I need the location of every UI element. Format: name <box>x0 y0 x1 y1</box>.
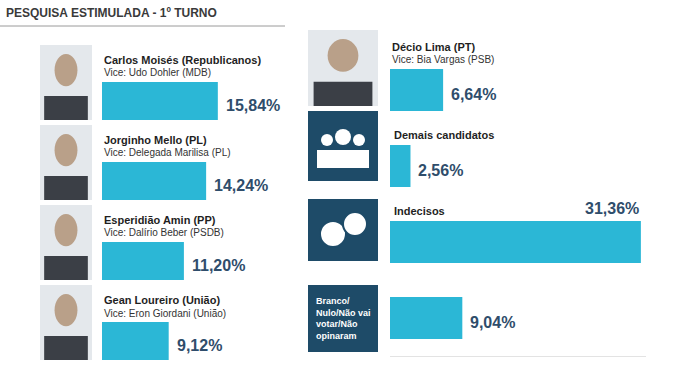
svg-text:Branco/Nulo/Não vaivotar/Nãoop: Branco/Nulo/Não vaivotar/Nãoopinaram <box>316 296 371 341</box>
svg-text:Indecisos: Indecisos <box>394 205 445 217</box>
svg-text:Gean Loureiro (União): Gean Loureiro (União) <box>104 294 220 306</box>
svg-text:14,24%: 14,24% <box>214 177 268 194</box>
svg-text:9,04%: 9,04% <box>470 314 515 331</box>
svg-text:2,56%: 2,56% <box>418 162 463 179</box>
svg-text:31,36%: 31,36% <box>585 200 639 217</box>
svg-text:Décio Lima (PT): Décio Lima (PT) <box>392 41 475 53</box>
svg-text:6,64%: 6,64% <box>451 86 496 103</box>
svg-text:9,12%: 9,12% <box>177 337 222 354</box>
svg-text:Vice: Dalírio Beber (PSDB): Vice: Dalírio Beber (PSDB) <box>104 227 224 238</box>
svg-text:Vice: Eron Giordani (União): Vice: Eron Giordani (União) <box>104 308 226 319</box>
svg-text:11,20%: 11,20% <box>192 257 245 274</box>
svg-text:Esperidião Amin (PP): Esperidião Amin (PP) <box>104 214 216 226</box>
svg-text:15,84%: 15,84% <box>226 97 280 114</box>
svg-text:Vice: Bia Vargas (PSB): Vice: Bia Vargas (PSB) <box>392 54 494 65</box>
svg-text:Demais candidatos: Demais candidatos <box>394 129 494 141</box>
svg-text:Vice: Udo Dohler (MDB): Vice: Udo Dohler (MDB) <box>104 67 211 78</box>
svg-text:Jorginho Mello (PL): Jorginho Mello (PL) <box>104 134 207 146</box>
svg-text:PESQUISA ESTIMULADA - 1º TURNO: PESQUISA ESTIMULADA - 1º TURNO <box>6 6 217 20</box>
svg-text:Vice: Delegada Marilisa (PL): Vice: Delegada Marilisa (PL) <box>104 147 231 158</box>
svg-text:Carlos Moisés (Republicanos): Carlos Moisés (Republicanos) <box>104 54 261 66</box>
